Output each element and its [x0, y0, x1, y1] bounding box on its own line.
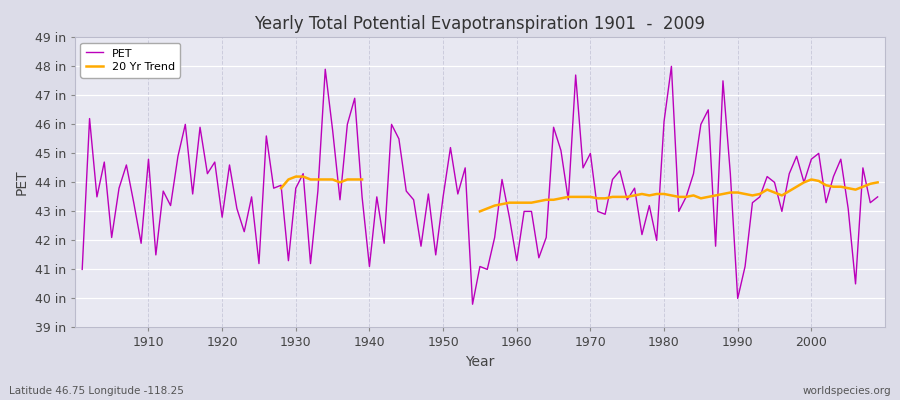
- Text: worldspecies.org: worldspecies.org: [803, 386, 891, 396]
- PET: [342, 122, 353, 127]
- 20 Yr Trend: [298, 174, 309, 179]
- X-axis label: Year: Year: [465, 355, 495, 369]
- PET: [608, 177, 618, 182]
- 20 Yr Trend: [335, 180, 346, 185]
- Text: Latitude 46.75 Longitude -118.25: Latitude 46.75 Longitude -118.25: [9, 386, 184, 396]
- 20 Yr Trend: [283, 177, 293, 182]
- Legend: PET, 20 Yr Trend: PET, 20 Yr Trend: [80, 43, 180, 78]
- 20 Yr Trend: [320, 177, 330, 182]
- 20 Yr Trend: [291, 174, 302, 179]
- PET: [136, 241, 147, 246]
- Y-axis label: PET: PET: [15, 170, 29, 195]
- 20 Yr Trend: [356, 177, 367, 182]
- PET: [511, 258, 522, 263]
- 20 Yr Trend: [305, 177, 316, 182]
- 20 Yr Trend: [349, 177, 360, 182]
- PET: [872, 194, 883, 199]
- 20 Yr Trend: [312, 177, 323, 182]
- 20 Yr Trend: [328, 177, 338, 182]
- PET: [76, 267, 87, 272]
- 20 Yr Trend: [275, 186, 286, 190]
- Line: PET: PET: [82, 66, 878, 304]
- Line: 20 Yr Trend: 20 Yr Trend: [281, 176, 362, 188]
- 20 Yr Trend: [342, 177, 353, 182]
- Title: Yearly Total Potential Evapotranspiration 1901  -  2009: Yearly Total Potential Evapotranspiratio…: [255, 15, 706, 33]
- PET: [298, 171, 309, 176]
- PET: [666, 64, 677, 69]
- PET: [467, 302, 478, 307]
- PET: [518, 209, 529, 214]
